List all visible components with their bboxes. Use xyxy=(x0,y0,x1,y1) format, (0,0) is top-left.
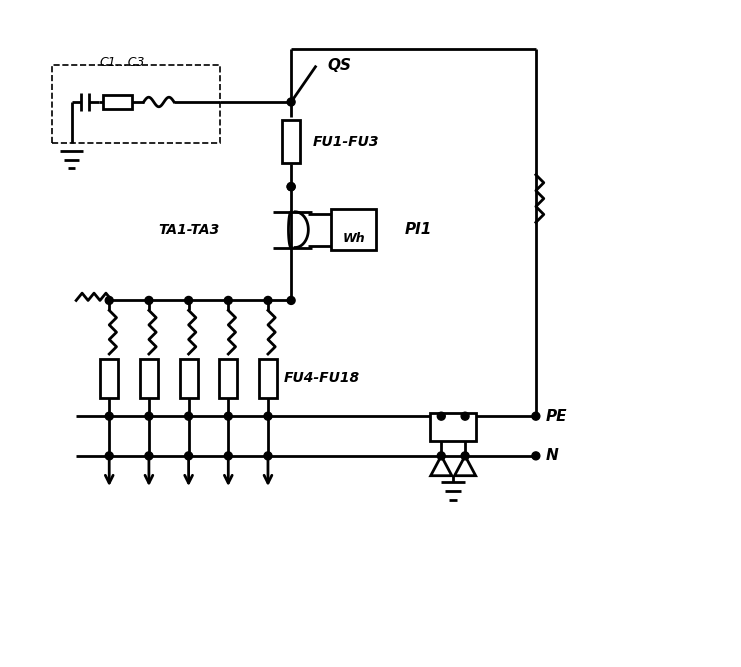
Circle shape xyxy=(288,296,295,304)
Circle shape xyxy=(105,296,113,304)
Circle shape xyxy=(288,98,295,106)
Bar xyxy=(430,413,476,441)
Text: FU1-FU3: FU1-FU3 xyxy=(312,135,379,149)
Circle shape xyxy=(288,183,295,191)
Circle shape xyxy=(185,296,193,304)
Bar xyxy=(219,359,237,398)
Bar xyxy=(179,359,198,398)
Bar xyxy=(102,95,132,109)
Circle shape xyxy=(437,412,445,420)
Text: TA1-TA3: TA1-TA3 xyxy=(158,223,219,237)
Text: N: N xyxy=(546,448,559,464)
Text: PE: PE xyxy=(546,409,568,424)
Bar xyxy=(52,65,220,143)
Text: FU4-FU18: FU4-FU18 xyxy=(284,372,360,386)
Circle shape xyxy=(264,452,272,460)
Circle shape xyxy=(145,412,153,420)
Bar xyxy=(100,359,118,398)
Circle shape xyxy=(185,412,193,420)
Circle shape xyxy=(437,452,445,460)
Circle shape xyxy=(532,412,540,420)
Circle shape xyxy=(461,412,469,420)
Bar xyxy=(140,359,158,398)
Text: C1...C3: C1...C3 xyxy=(100,56,145,69)
Circle shape xyxy=(185,452,193,460)
Text: PI1: PI1 xyxy=(405,222,433,237)
Bar xyxy=(259,359,277,398)
Bar xyxy=(282,120,300,163)
Circle shape xyxy=(264,412,272,420)
Circle shape xyxy=(532,452,540,460)
Circle shape xyxy=(225,412,232,420)
Circle shape xyxy=(105,452,113,460)
Circle shape xyxy=(105,412,113,420)
Circle shape xyxy=(461,452,469,460)
Text: QS: QS xyxy=(328,58,351,73)
Text: Wh: Wh xyxy=(342,231,365,245)
Bar xyxy=(331,209,376,250)
Circle shape xyxy=(225,296,232,304)
Circle shape xyxy=(264,296,272,304)
Circle shape xyxy=(145,452,153,460)
Circle shape xyxy=(225,452,232,460)
Circle shape xyxy=(288,183,295,191)
Circle shape xyxy=(145,296,153,304)
